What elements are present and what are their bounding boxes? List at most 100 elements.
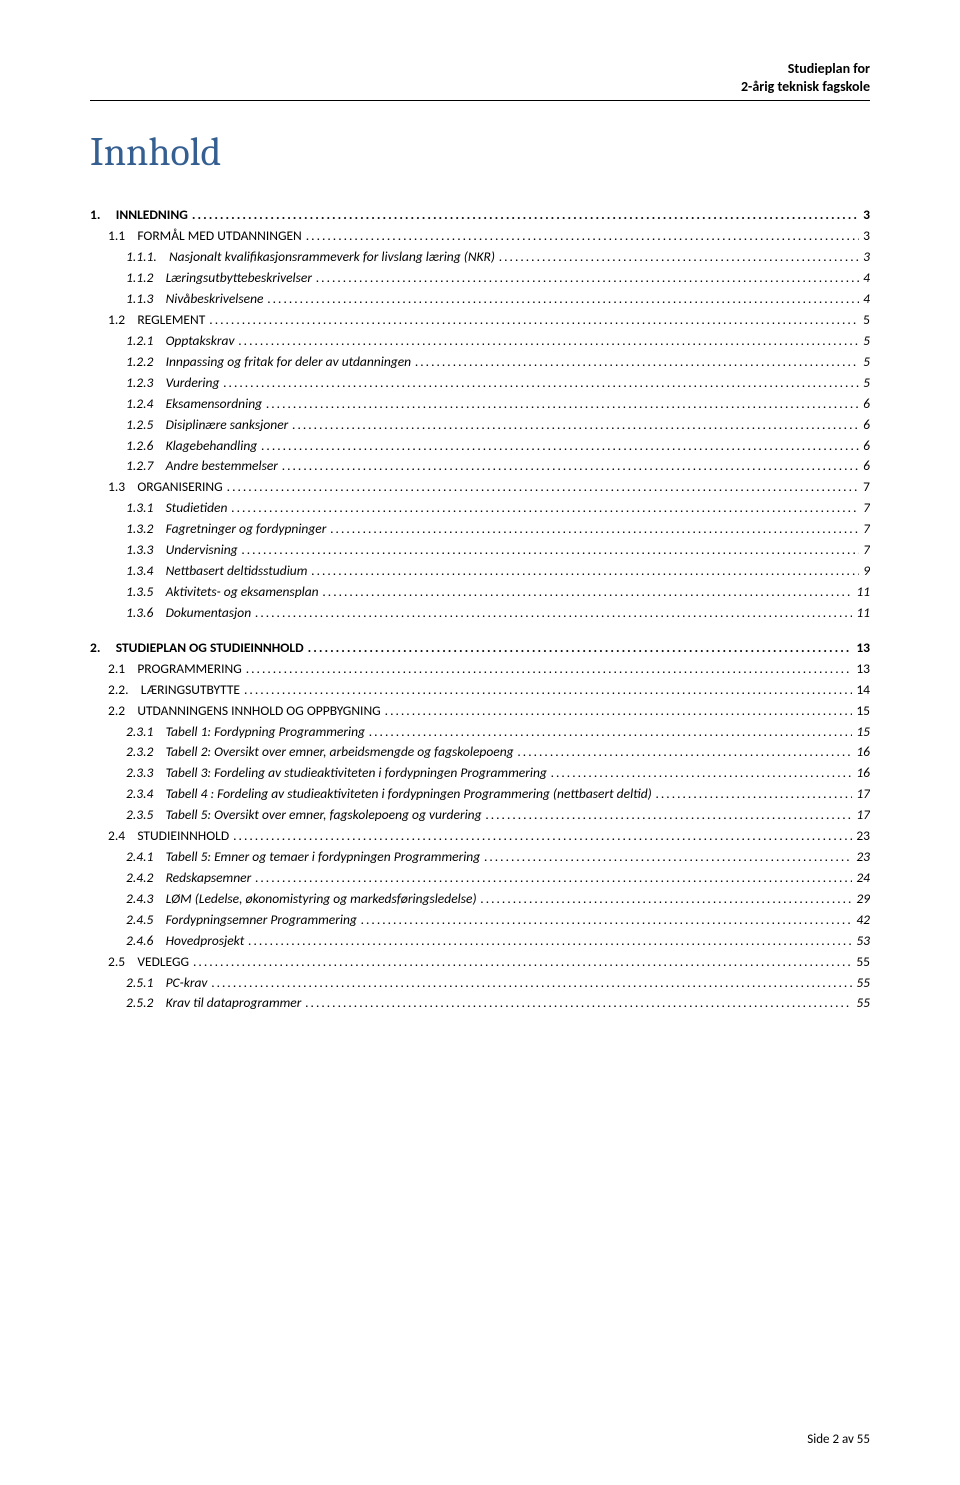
toc-entry-text: Tabell 5: Emner og temaer i fordypningen… <box>166 848 481 865</box>
toc-entry-number: 1.1.3 <box>126 290 153 307</box>
toc-entry-leader-dots <box>551 763 852 784</box>
toc-entry[interactable]: 1. INNLEDNING3 <box>90 205 870 226</box>
toc-entry[interactable]: 1.2 REGLEMENT5 <box>108 310 870 331</box>
toc-entry[interactable]: 2.4 STUDIEINNHOLD23 <box>108 826 870 847</box>
toc-entry-indent <box>153 437 165 454</box>
toc-entry-leader-dots <box>484 847 852 868</box>
toc-entry-number: 1.2.1 <box>126 332 153 349</box>
toc-entry-leader-dots <box>518 742 853 763</box>
toc-entry[interactable]: 1.2.1 Opptakskrav5 <box>126 331 870 352</box>
toc-entry[interactable]: 2.3.4 Tabell 4 : Fordeling av studieakti… <box>126 784 870 805</box>
toc-entry[interactable]: 1.3.5 Aktivitets- og eksamensplan11 <box>126 582 870 603</box>
toc-entry[interactable]: 1.2.4 Eksamensordning6 <box>126 394 870 415</box>
toc-entry[interactable]: 1.1 FORMÅL MED UTDANNINGEN3 <box>108 226 870 247</box>
toc-entry[interactable]: 2.5 VEDLEGG55 <box>108 952 870 973</box>
toc-entry-indent <box>153 416 165 433</box>
toc-entry-label: 2.5 VEDLEGG <box>108 952 189 973</box>
toc-entry[interactable]: 1.1.2 Læringsutbyttebeskrivelser4 <box>126 268 870 289</box>
toc-entry[interactable]: 1.2.7 Andre bestemmelser6 <box>126 456 870 477</box>
toc-entry-number: 2.3.5 <box>126 806 153 823</box>
toc-entry-label: 2.4.2 Redskapsemner <box>126 868 251 889</box>
toc-entry[interactable]: 2.3.3 Tabell 3: Fordeling av studieaktiv… <box>126 763 870 784</box>
toc-entry-number: 1.2.3 <box>126 374 153 391</box>
toc-entry-number: 2. <box>90 639 100 656</box>
toc-entry-page: 5 <box>863 310 870 331</box>
toc-entry[interactable]: 1.3.3 Undervisning7 <box>126 540 870 561</box>
toc-entry-label: 2.4 STUDIEINNHOLD <box>108 826 229 847</box>
toc-entry[interactable]: 1.3 ORGANISERING7 <box>108 477 870 498</box>
toc-entry-label: 1.2.3 Vurdering <box>126 373 219 394</box>
toc-entry[interactable]: 2.4.2 Redskapsemner24 <box>126 868 870 889</box>
toc-entry-leader-dots <box>486 805 853 826</box>
toc-entry[interactable]: 2.4.6 Hovedprosjekt53 <box>126 931 870 952</box>
toc-entry-leader-dots <box>261 436 859 457</box>
toc-entry-indent <box>153 764 165 781</box>
toc-entry-indent <box>153 541 165 558</box>
toc-entry-number: 2.2 <box>108 702 125 719</box>
toc-entry-text: Vurdering <box>166 374 220 391</box>
toc-entry-number: 1.3.3 <box>126 541 153 558</box>
toc-entry-page: 14 <box>856 680 870 701</box>
toc-entry-text: Eksamensordning <box>166 395 263 412</box>
toc-entry-indent <box>153 911 165 928</box>
toc-entry-leader-dots <box>305 993 852 1014</box>
toc-entry[interactable]: 2.5.2 Krav til dataprogrammer55 <box>126 993 870 1014</box>
toc-entry-indent <box>153 890 165 907</box>
toc-entry[interactable]: 2.4.1 Tabell 5: Emner og temaer i fordyp… <box>126 847 870 868</box>
toc-entry[interactable]: 1.2.2 Innpassing og fritak for deler av … <box>126 352 870 373</box>
toc-entry-number: 1. <box>90 206 100 223</box>
toc-entry[interactable]: 1.3.1 Studietiden7 <box>126 498 870 519</box>
toc-entry[interactable]: 1.3.4 Nettbasert deltidsstudium9 <box>126 561 870 582</box>
toc-entry-leader-dots <box>316 268 859 289</box>
toc-entry[interactable]: 1.2.5 Disiplinære sanksjoner6 <box>126 415 870 436</box>
toc-entry[interactable]: 2.5.1 PC-krav55 <box>126 973 870 994</box>
toc-entry[interactable]: 2.3.5 Tabell 5: Oversikt over emner, fag… <box>126 805 870 826</box>
toc-entry[interactable]: 2.3.2 Tabell 2: Oversikt over emner, arb… <box>126 742 870 763</box>
toc-entry-leader-dots <box>233 826 852 847</box>
toc-entry-page: 53 <box>856 931 870 952</box>
header-line-2: 2-årig teknisk fagskole <box>90 78 870 96</box>
toc-entry[interactable]: 1.1.1. Nasjonalt kvalifikasjonsrammeverk… <box>126 247 870 268</box>
toc-entry-label: 2.3.5 Tabell 5: Oversikt over emner, fag… <box>126 805 482 826</box>
toc-entry-text: Klagebehandling <box>166 437 258 454</box>
toc-entry[interactable]: 2. STUDIEPLAN OG STUDIEINNHOLD13 <box>90 638 870 659</box>
toc-entry[interactable]: 1.1.3 Nivåbeskrivelsene4 <box>126 289 870 310</box>
header-rule <box>90 100 870 101</box>
toc-entry[interactable]: 2.3.1 Tabell 1: Fordypning Programmering… <box>126 722 870 743</box>
toc-entry[interactable]: 2.4.5 Fordypningsemner Programmering42 <box>126 910 870 931</box>
toc-entry-number: 2.3.1 <box>126 723 153 740</box>
toc-entry-label: 1.3.2 Fagretninger og fordypninger <box>126 519 326 540</box>
page-header: Studieplan for 2-årig teknisk fagskole <box>90 60 870 96</box>
toc-entry[interactable]: 1.2.3 Vurdering5 <box>126 373 870 394</box>
header-line-1: Studieplan for <box>90 60 870 78</box>
toc-entry-text: Studietiden <box>166 499 228 516</box>
toc-entry-text: UTDANNINGENS INNHOLD OG OPPBYGNING <box>137 702 380 719</box>
toc-entry-page: 17 <box>856 805 870 826</box>
toc-entry-text: FORMÅL MED UTDANNINGEN <box>137 227 301 244</box>
toc-entry-label: 2.2 UTDANNINGENS INNHOLD OG OPPBYGNING <box>108 701 381 722</box>
toc-entry-number: 1.2.4 <box>126 395 153 412</box>
toc-entry-number: 2.4.6 <box>126 932 153 949</box>
toc-entry-number: 1.1.1. <box>126 248 157 265</box>
toc-entry-page: 17 <box>856 784 870 805</box>
page-container: Studieplan for 2-årig teknisk fagskole I… <box>0 0 960 1485</box>
toc-entry[interactable]: 2.2 UTDANNINGENS INNHOLD OG OPPBYGNING15 <box>108 701 870 722</box>
toc-entry[interactable]: 1.3.2 Fagretninger og fordypninger7 <box>126 519 870 540</box>
toc-entry-number: 2.3.4 <box>126 785 153 802</box>
toc-entry[interactable]: 2.4.3 LØM (Ledelse, økonomistyring og ma… <box>126 889 870 910</box>
toc-entry-page: 11 <box>856 603 870 624</box>
toc-entry-number: 2.3.2 <box>126 743 153 760</box>
toc-entry[interactable]: 1.3.6 Dokumentasjon11 <box>126 603 870 624</box>
toc-entry[interactable]: 2.1 PROGRAMMERING13 <box>108 659 870 680</box>
toc-entry-number: 2.4.2 <box>126 869 153 886</box>
toc-entry-leader-dots <box>192 205 859 226</box>
toc-entry-number: 1.3 <box>108 478 125 495</box>
toc-entry-leader-dots <box>656 784 853 805</box>
toc-entry-number: 2.4.5 <box>126 911 153 928</box>
toc-entry[interactable]: 2.2. LÆRINGSUTBYTTE14 <box>108 680 870 701</box>
toc-entry-label: 1.2.6 Klagebehandling <box>126 436 257 457</box>
toc-entry[interactable]: 1.2.6 Klagebehandling6 <box>126 436 870 457</box>
toc-entry-indent <box>153 290 165 307</box>
toc-entry-number: 2.5 <box>108 953 125 970</box>
toc-entry-page: 3 <box>863 247 870 268</box>
